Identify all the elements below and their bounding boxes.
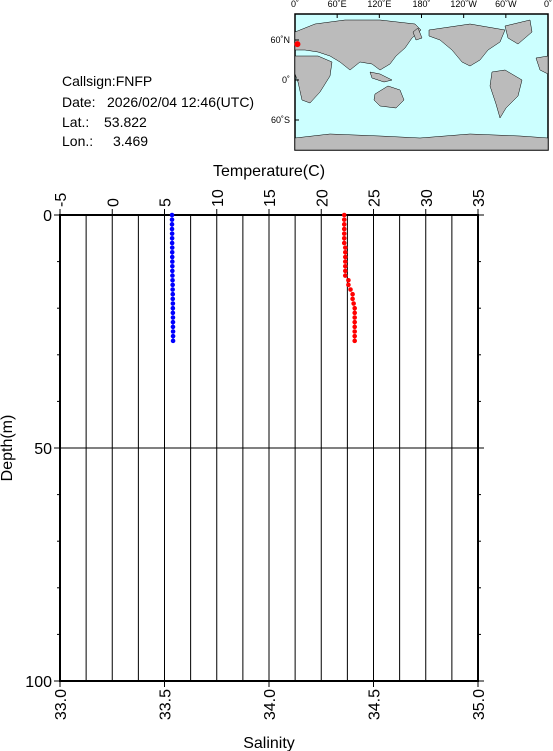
data-point [341, 231, 347, 236]
y-tick-label: 100 [25, 674, 52, 691]
data-point [346, 282, 351, 288]
data-point [348, 287, 353, 292]
data-point [170, 268, 175, 274]
x-tick-label: 35 [471, 189, 488, 207]
x-tick-label: 25 [367, 189, 384, 207]
data-point [170, 338, 176, 344]
data-point [170, 333, 176, 339]
data-point [169, 222, 175, 227]
data-point [170, 263, 175, 269]
data-point [170, 329, 176, 334]
map-lon-label: 0˚ [291, 0, 299, 9]
data-point [341, 212, 347, 218]
data-point [341, 217, 347, 222]
data-point [170, 291, 176, 297]
x-tick-label: 30 [419, 189, 436, 207]
data-point [346, 277, 351, 283]
top-axis-title: Temperature(C) [213, 163, 325, 180]
data-point [169, 240, 175, 246]
station-marker [294, 41, 301, 48]
y-tick-label: 50 [34, 441, 52, 458]
x2-tick-label: 33.0 [53, 689, 70, 720]
data-point [342, 254, 348, 260]
x-tick-label: 5 [158, 198, 175, 207]
x-tick-label: 15 [262, 189, 279, 207]
data-point [170, 319, 176, 325]
data-point [170, 315, 176, 320]
x-tick-label: -5 [53, 193, 70, 207]
lon-label: Lon.: [62, 133, 93, 149]
lat: 53.822 [104, 114, 147, 130]
data-point [342, 273, 348, 278]
data-point [169, 249, 175, 255]
data-point [352, 305, 357, 311]
data-point [169, 217, 175, 222]
map-lon-label: 120˚W [450, 0, 477, 9]
data-point [352, 310, 357, 316]
data-point [352, 324, 357, 330]
map-lon-label: 60˚W [495, 0, 517, 9]
data-point [169, 231, 175, 236]
data-point [170, 305, 176, 311]
data-point [341, 226, 347, 232]
callsign: Callsign:FNFP [62, 73, 152, 89]
data-point [170, 324, 176, 330]
data-point [350, 296, 355, 302]
data-point [342, 259, 348, 264]
map-lon-label: 60˚E [328, 0, 347, 9]
data-point [170, 273, 175, 278]
x2-tick-label: 33.5 [158, 689, 175, 720]
data-point [352, 329, 357, 334]
date-label: Date: [62, 94, 95, 110]
data-point [341, 236, 347, 241]
x-tick-label: 20 [314, 189, 331, 207]
data-point [352, 333, 357, 339]
data-point [170, 259, 175, 264]
data-point [352, 319, 357, 325]
data-point [170, 296, 176, 302]
data-point [170, 282, 175, 288]
map-lon-label: 180˚ [412, 0, 430, 9]
map-lat-label: 60˚S [271, 115, 290, 125]
data-point [170, 277, 175, 283]
data-point [350, 291, 355, 297]
data-point [170, 301, 176, 306]
data-point [342, 249, 348, 255]
x2-tick-label: 35.0 [471, 689, 488, 720]
data-point [169, 254, 175, 260]
map-land [294, 19, 549, 151]
data-point [342, 263, 348, 269]
data-point [341, 240, 347, 246]
bottom-axis-title: Salinity [243, 735, 295, 751]
data-point [169, 245, 175, 250]
data-point [169, 212, 175, 218]
map-lon-label: 0˚ [544, 0, 552, 9]
map-lat-label: 0˚ [282, 75, 290, 85]
x-tick-label: 0 [105, 198, 122, 207]
y-axis-title: Depth(m) [0, 415, 16, 482]
data-point [170, 310, 176, 316]
data-point [342, 245, 348, 250]
map-labels: 0˚ 60˚E 120˚E 180˚ 120˚W 60˚W 0˚ 60˚N 0˚ 60˚S [270, 0, 552, 125]
data-point [170, 287, 175, 292]
date: 2026/02/04 12:46(UTC) [107, 94, 254, 110]
map-lon-label: 120˚E [367, 0, 391, 9]
map-lat-label: 60˚N [270, 35, 290, 45]
data-point [352, 338, 357, 344]
map: 0˚ 60˚E 120˚E 180˚ 120˚W 60˚W 0˚ 60˚N 0˚ 60˚S [270, 0, 552, 151]
data-point [352, 315, 357, 320]
data-point [351, 301, 356, 306]
data-point [341, 222, 347, 227]
data-point [342, 268, 348, 274]
x2-tick-label: 34.5 [367, 689, 384, 720]
y-tick-label: 0 [43, 208, 52, 225]
data-point [169, 226, 175, 232]
lon: 3.469 [113, 133, 148, 149]
x2-tick-label: 34.0 [262, 689, 279, 720]
lat-label: Lat.: [62, 114, 89, 130]
x-tick-label: 10 [210, 189, 227, 207]
data-point [169, 236, 175, 241]
